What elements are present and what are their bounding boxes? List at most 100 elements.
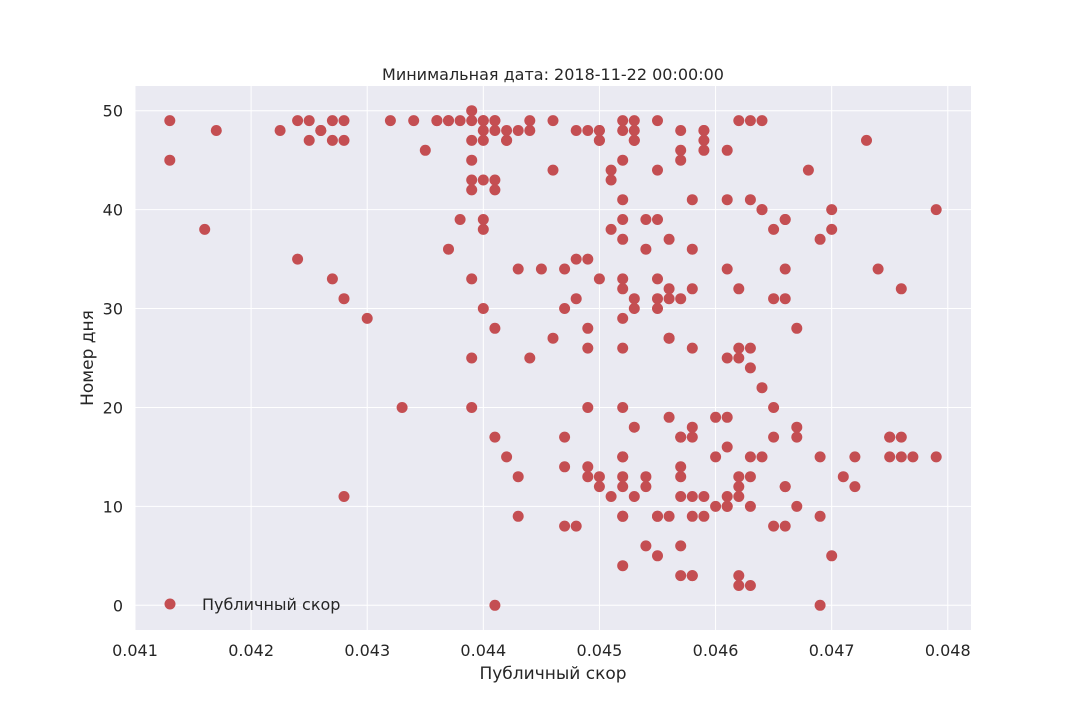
data-point bbox=[791, 322, 803, 334]
data-point bbox=[466, 273, 478, 285]
data-point bbox=[895, 431, 907, 443]
data-point bbox=[570, 125, 582, 136]
data-point bbox=[826, 204, 838, 216]
data-point bbox=[686, 431, 698, 443]
data-point bbox=[524, 352, 536, 364]
y-tick-label: 20 bbox=[103, 398, 123, 417]
data-point bbox=[466, 134, 478, 146]
data-point bbox=[640, 481, 652, 493]
data-point bbox=[315, 125, 327, 136]
data-point bbox=[559, 303, 571, 314]
data-point bbox=[652, 303, 663, 314]
data-point bbox=[164, 154, 176, 166]
data-point bbox=[489, 125, 501, 136]
data-point bbox=[744, 362, 756, 374]
data-point bbox=[814, 233, 826, 245]
data-point bbox=[675, 491, 687, 502]
data-point bbox=[698, 134, 710, 146]
data-point bbox=[733, 283, 745, 295]
data-point bbox=[652, 510, 663, 522]
data-point bbox=[675, 461, 687, 473]
data-point bbox=[617, 214, 629, 225]
data-point bbox=[396, 402, 408, 413]
grid-lines bbox=[134, 86, 971, 630]
data-point bbox=[489, 115, 501, 127]
data-point bbox=[721, 352, 733, 364]
data-point bbox=[710, 411, 722, 423]
data-point bbox=[617, 125, 629, 136]
data-point bbox=[640, 243, 652, 255]
data-point bbox=[326, 134, 338, 146]
data-point bbox=[721, 500, 733, 512]
data-point bbox=[593, 471, 605, 483]
data-point bbox=[593, 481, 605, 493]
data-point bbox=[686, 243, 698, 255]
data-point bbox=[791, 421, 803, 433]
data-point bbox=[605, 164, 617, 176]
data-point bbox=[338, 115, 350, 127]
data-point bbox=[744, 115, 756, 127]
data-point bbox=[477, 125, 489, 136]
data-point bbox=[628, 421, 640, 433]
data-point bbox=[338, 491, 350, 502]
data-point bbox=[791, 431, 803, 443]
data-point bbox=[744, 451, 756, 463]
data-point bbox=[884, 451, 896, 463]
data-point bbox=[512, 263, 524, 275]
data-point bbox=[547, 115, 559, 127]
data-point bbox=[640, 540, 652, 552]
data-point bbox=[861, 134, 872, 146]
y-tick-label: 10 bbox=[103, 497, 123, 516]
data-point bbox=[466, 105, 478, 117]
x-tick-label: 0.048 bbox=[925, 641, 971, 660]
data-point bbox=[721, 263, 733, 275]
data-point bbox=[907, 451, 919, 463]
x-tick-label: 0.045 bbox=[577, 641, 623, 660]
data-point bbox=[559, 520, 571, 532]
data-point bbox=[582, 402, 594, 413]
data-point bbox=[710, 500, 722, 512]
data-point bbox=[338, 134, 350, 146]
data-point bbox=[292, 253, 304, 265]
data-point bbox=[721, 411, 733, 423]
data-point bbox=[524, 125, 536, 136]
data-point bbox=[582, 342, 594, 354]
data-point bbox=[489, 184, 501, 196]
data-point bbox=[652, 164, 663, 176]
data-point bbox=[466, 115, 478, 127]
x-tick-label: 0.042 bbox=[228, 641, 274, 660]
data-point bbox=[535, 263, 547, 275]
data-point bbox=[930, 451, 942, 463]
data-point bbox=[582, 461, 594, 473]
data-point bbox=[628, 134, 640, 146]
data-point bbox=[617, 273, 629, 285]
data-point bbox=[663, 510, 675, 522]
data-point bbox=[802, 164, 814, 176]
data-point bbox=[733, 580, 745, 591]
data-point bbox=[686, 283, 698, 295]
data-point bbox=[593, 125, 605, 136]
data-point bbox=[895, 451, 907, 463]
data-point bbox=[617, 194, 629, 206]
data-point bbox=[652, 550, 663, 562]
data-point bbox=[501, 125, 513, 136]
data-point bbox=[652, 293, 663, 305]
data-point bbox=[582, 253, 594, 265]
data-point bbox=[628, 293, 640, 305]
data-point bbox=[466, 184, 478, 196]
data-point bbox=[744, 500, 756, 512]
y-tick-label: 0 bbox=[113, 596, 123, 615]
data-point bbox=[512, 471, 524, 483]
data-point bbox=[303, 134, 315, 146]
x-tick-labels: 0.041 0.042 0.043 0.044 0.045 0.046 0.047 0.048 bbox=[112, 641, 971, 660]
data-point bbox=[274, 125, 286, 136]
data-point bbox=[454, 214, 466, 225]
data-point bbox=[164, 115, 176, 127]
data-point bbox=[826, 223, 838, 235]
data-point bbox=[617, 481, 629, 493]
data-point bbox=[628, 303, 640, 314]
data-point bbox=[675, 540, 687, 552]
data-point bbox=[617, 510, 629, 522]
data-point bbox=[744, 580, 756, 591]
